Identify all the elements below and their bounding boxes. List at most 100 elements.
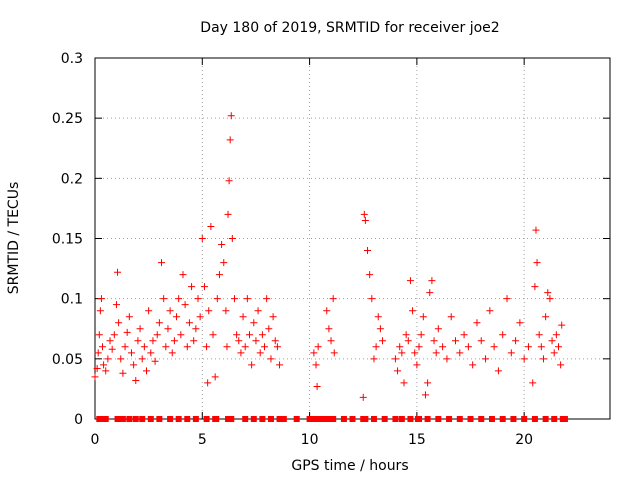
y-tick-label: 0 bbox=[74, 412, 83, 428]
zero-marker bbox=[114, 416, 121, 422]
data-point bbox=[95, 331, 103, 339]
data-point bbox=[115, 319, 123, 327]
zero-marker bbox=[531, 416, 538, 422]
data-point bbox=[237, 349, 245, 357]
zero-marker bbox=[478, 416, 485, 422]
zero-marker bbox=[340, 416, 347, 422]
data-point bbox=[151, 357, 159, 365]
data-point bbox=[179, 271, 187, 279]
zero-marker bbox=[407, 416, 414, 422]
data-point bbox=[108, 345, 116, 353]
data-point bbox=[417, 331, 425, 339]
data-point bbox=[246, 331, 253, 339]
zero-marker bbox=[435, 416, 442, 422]
data-point bbox=[248, 361, 256, 369]
data-point bbox=[233, 331, 241, 339]
data-point bbox=[473, 319, 481, 327]
data-point bbox=[400, 379, 408, 387]
data-point bbox=[132, 376, 140, 384]
data-point bbox=[100, 361, 108, 369]
data-point bbox=[265, 325, 273, 333]
data-point bbox=[464, 343, 472, 351]
data-point bbox=[200, 283, 208, 291]
data-point bbox=[456, 349, 464, 357]
data-point bbox=[542, 313, 550, 321]
zero-marker bbox=[167, 416, 174, 422]
y-tick-label: 0.2 bbox=[61, 171, 83, 187]
zero-marker bbox=[499, 416, 506, 422]
data-point bbox=[486, 307, 494, 315]
data-point bbox=[220, 259, 228, 267]
zero-marker bbox=[203, 416, 210, 422]
zero-marker bbox=[225, 416, 232, 422]
data-point bbox=[413, 361, 421, 369]
zero-marker bbox=[139, 416, 146, 422]
data-point bbox=[205, 307, 213, 315]
data-point bbox=[222, 307, 230, 315]
data-point bbox=[254, 307, 262, 315]
data-point bbox=[323, 307, 331, 315]
x-tick-label: 15 bbox=[408, 432, 426, 448]
data-point bbox=[192, 325, 200, 333]
data-point bbox=[516, 319, 524, 327]
zero-marker bbox=[321, 416, 328, 422]
chart-title: Day 180 of 2019, SRMTID for receiver joe… bbox=[200, 20, 499, 36]
zero-marker bbox=[242, 416, 249, 422]
y-tick-label: 0.3 bbox=[61, 51, 83, 67]
data-point bbox=[170, 337, 178, 345]
data-point bbox=[97, 295, 105, 303]
data-point bbox=[424, 379, 432, 387]
data-point bbox=[477, 337, 485, 345]
data-point bbox=[544, 289, 552, 297]
data-point bbox=[512, 337, 520, 345]
data-point bbox=[227, 112, 235, 120]
data-point bbox=[267, 355, 275, 363]
data-point bbox=[155, 319, 163, 327]
zero-marker bbox=[318, 416, 325, 422]
data-point bbox=[443, 355, 451, 363]
data-point bbox=[406, 277, 414, 285]
data-point bbox=[114, 268, 122, 276]
data-point bbox=[125, 313, 133, 321]
zero-marker bbox=[381, 416, 388, 422]
data-point bbox=[368, 295, 376, 303]
x-tick-label: 10 bbox=[301, 432, 319, 448]
data-point bbox=[194, 295, 202, 303]
data-point bbox=[409, 307, 417, 315]
zero-marker bbox=[456, 416, 463, 422]
data-point bbox=[198, 235, 206, 242]
data-point bbox=[96, 307, 104, 315]
data-point bbox=[177, 331, 185, 339]
data-point bbox=[145, 307, 153, 315]
data-point bbox=[555, 343, 562, 351]
zero-marker bbox=[370, 416, 377, 422]
data-point bbox=[532, 226, 540, 234]
data-point bbox=[376, 325, 384, 333]
data-point bbox=[226, 136, 234, 144]
data-point bbox=[394, 367, 402, 375]
data-point bbox=[499, 331, 507, 339]
data-point bbox=[134, 337, 142, 345]
data-point bbox=[228, 235, 236, 242]
zero-marker bbox=[184, 416, 191, 422]
data-point bbox=[91, 373, 99, 381]
zero-marker bbox=[313, 416, 320, 422]
zero-marker bbox=[259, 416, 266, 422]
data-point bbox=[173, 313, 181, 321]
zero-marker bbox=[308, 416, 315, 422]
data-point bbox=[106, 337, 114, 345]
data-point bbox=[391, 355, 399, 363]
data-point bbox=[183, 343, 191, 351]
data-point bbox=[428, 277, 436, 285]
data-point bbox=[153, 331, 161, 339]
y-tick-label: 0.1 bbox=[61, 292, 83, 308]
data-point bbox=[102, 367, 110, 375]
data-point bbox=[360, 210, 368, 218]
data-point bbox=[211, 373, 219, 381]
data-point bbox=[181, 301, 189, 309]
data-point bbox=[490, 343, 498, 351]
data-point bbox=[203, 343, 211, 351]
x-tick-label: 0 bbox=[91, 432, 100, 448]
data-point bbox=[119, 369, 127, 377]
